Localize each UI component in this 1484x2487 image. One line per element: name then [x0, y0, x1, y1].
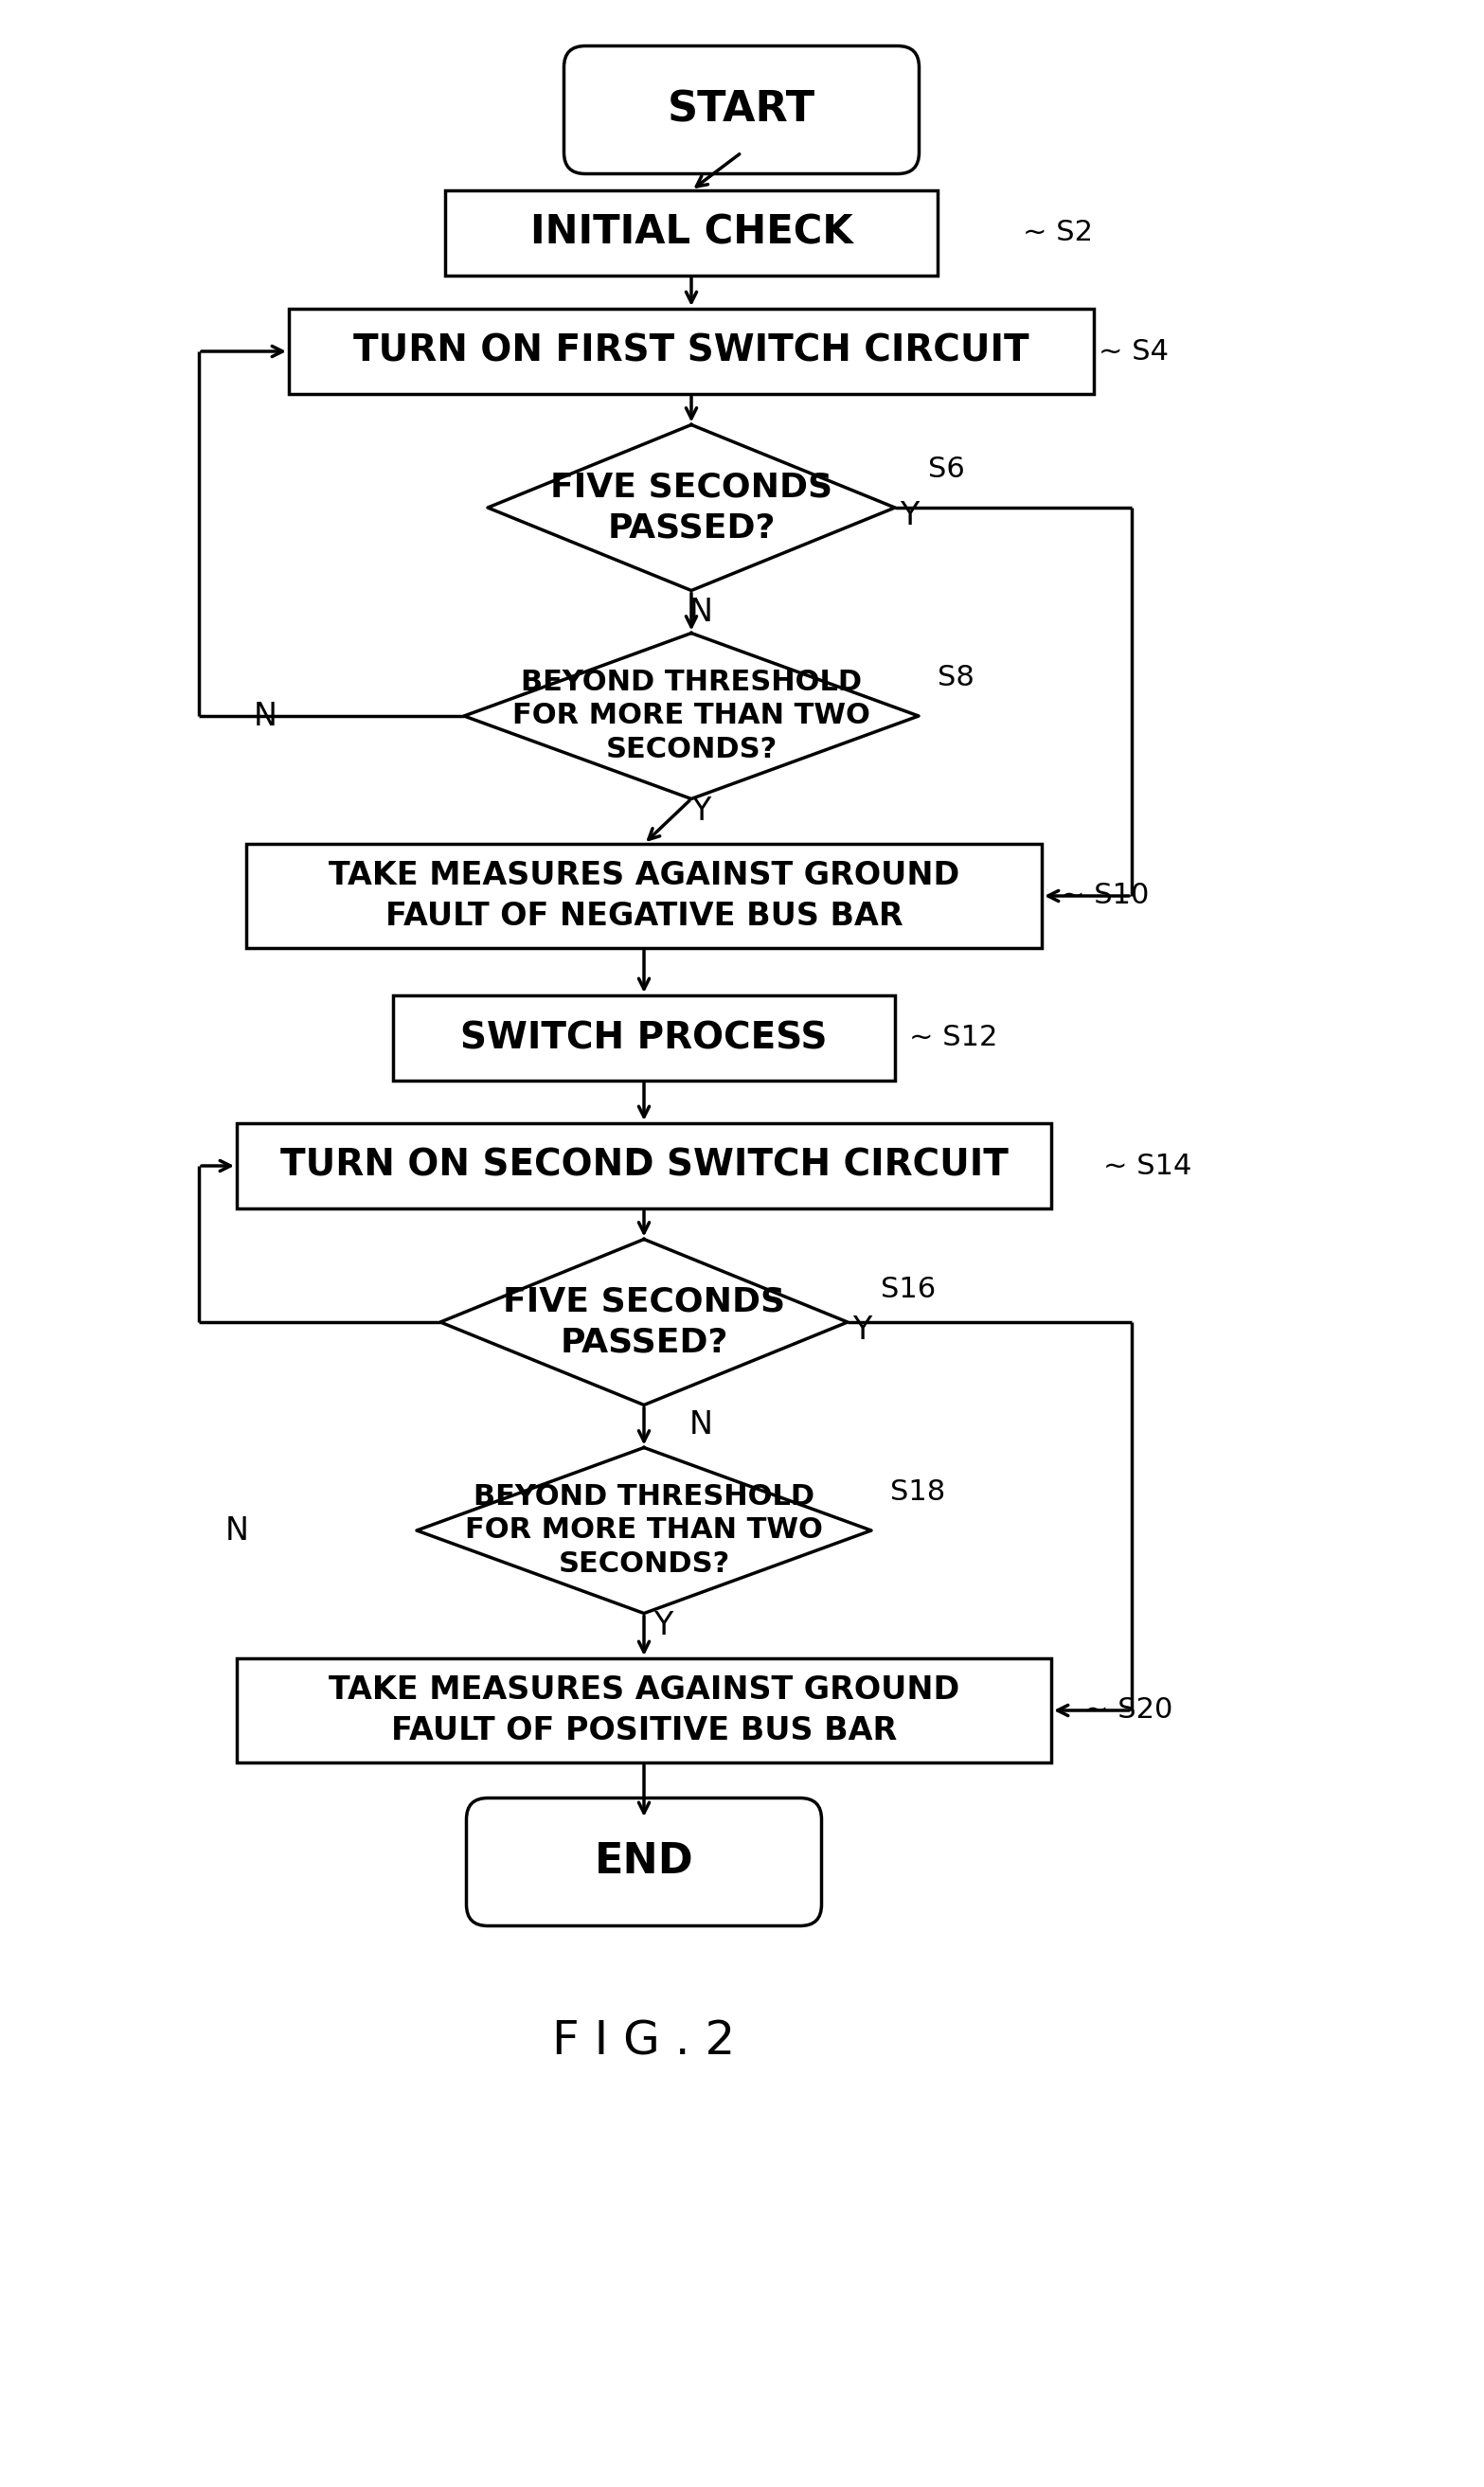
Text: TAKE MEASURES AGAINST GROUND
FAULT OF NEGATIVE BUS BAR: TAKE MEASURES AGAINST GROUND FAULT OF NE… [328, 861, 960, 933]
Text: N: N [226, 1515, 249, 1547]
Text: BEYOND THRESHOLD
FOR MORE THAN TWO
SECONDS?: BEYOND THRESHOLD FOR MORE THAN TWO SECON… [464, 1482, 824, 1579]
Text: TAKE MEASURES AGAINST GROUND
FAULT OF POSITIVE BUS BAR: TAKE MEASURES AGAINST GROUND FAULT OF PO… [328, 1674, 960, 1746]
Text: FIVE SECONDS
PASSED?: FIVE SECONDS PASSED? [551, 473, 833, 545]
Text: F I G . 2: F I G . 2 [552, 2019, 736, 2064]
Text: BEYOND THRESHOLD
FOR MORE THAN TWO
SECONDS?: BEYOND THRESHOLD FOR MORE THAN TWO SECON… [512, 669, 870, 764]
Bar [289, 308, 1094, 393]
Text: Y: Y [899, 500, 919, 530]
Bar [237, 1124, 1051, 1209]
Text: Y: Y [852, 1313, 871, 1345]
Text: TURN ON FIRST SWITCH CIRCUIT: TURN ON FIRST SWITCH CIRCUIT [353, 333, 1030, 371]
Text: ~ S4: ~ S4 [1098, 338, 1168, 366]
Text: TURN ON SECOND SWITCH CIRCUIT: TURN ON SECOND SWITCH CIRCUIT [280, 1149, 1008, 1184]
Text: ~ S2: ~ S2 [1022, 219, 1092, 246]
Bar [246, 843, 1042, 948]
Text: S6: S6 [928, 455, 965, 482]
Text: S18: S18 [890, 1480, 945, 1507]
FancyBboxPatch shape [466, 1798, 822, 1925]
Text: ~ S14: ~ S14 [1103, 1151, 1192, 1179]
Bar [393, 995, 895, 1082]
Text: N: N [254, 701, 278, 731]
Text: FIVE SECONDS
PASSED?: FIVE SECONDS PASSED? [503, 1286, 785, 1358]
Text: INITIAL CHECK: INITIAL CHECK [530, 214, 853, 254]
Text: Y: Y [653, 1609, 672, 1641]
Polygon shape [488, 425, 895, 589]
Polygon shape [464, 634, 919, 798]
Text: Y: Y [692, 796, 711, 826]
Text: START: START [668, 90, 815, 129]
Text: ~ S10: ~ S10 [1061, 883, 1149, 910]
Text: S8: S8 [938, 664, 975, 691]
Text: S16: S16 [880, 1276, 936, 1303]
Text: END: END [595, 1840, 693, 1883]
Text: N: N [689, 597, 712, 627]
Text: ~ S12: ~ S12 [910, 1025, 997, 1052]
Bar [237, 1659, 1051, 1763]
Bar [445, 191, 938, 276]
Polygon shape [417, 1447, 871, 1614]
Text: N: N [689, 1408, 712, 1440]
Text: SWITCH PROCESS: SWITCH PROCESS [460, 1020, 828, 1057]
Text: ~ S20: ~ S20 [1085, 1696, 1172, 1723]
Polygon shape [441, 1239, 847, 1405]
FancyBboxPatch shape [564, 45, 919, 174]
